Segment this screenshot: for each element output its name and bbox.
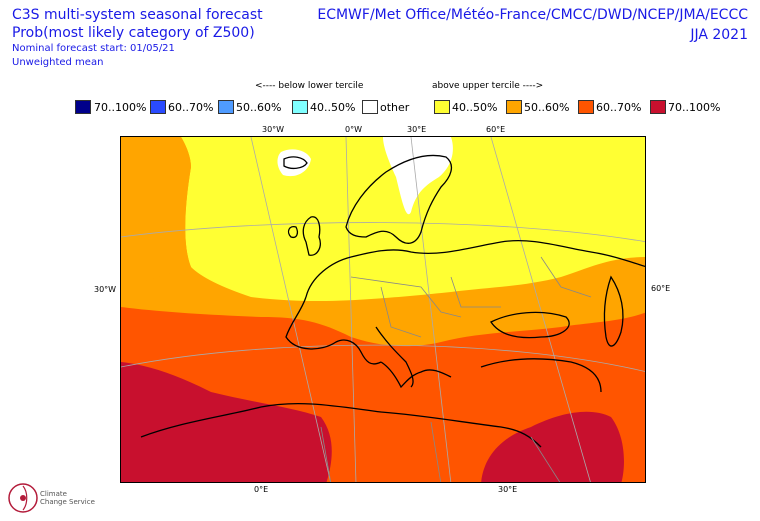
logo-text-line2: Change Service <box>40 498 95 506</box>
legend-label: 40..50% <box>452 101 498 114</box>
season-label: JJA 2021 <box>690 27 748 43</box>
legend-label: 60..70% <box>168 101 214 114</box>
axis-label-bottom: 30°E <box>498 485 518 494</box>
legend-label: 70..100% <box>94 101 147 114</box>
legend-swatch <box>362 100 378 114</box>
copernicus-climate-change-service-logo <box>8 483 38 513</box>
legend-below-header: <---- below lower tercile <box>255 81 364 91</box>
country-borders <box>320 256 592 482</box>
logo-text-line1: Climate <box>40 490 67 498</box>
legend-swatch <box>506 100 522 114</box>
copernicus-logo <box>6 480 40 520</box>
legend-label: 50..60% <box>236 101 282 114</box>
region-70-100-southwest <box>121 362 332 482</box>
legend-above-header: above upper tercile ----> <box>432 81 544 91</box>
map-subtitle: Prob(most likely category of Z500) <box>12 25 255 41</box>
logo-text: Climate Change Service <box>40 490 95 506</box>
coastlines <box>140 154 645 448</box>
legend-swatch <box>218 100 234 114</box>
centres-block: ECMWF/Met Office/Météo-France/CMCC/DWD/N… <box>317 6 748 44</box>
map-title: C3S multi-system seasonal forecast <box>12 7 263 23</box>
centres-list: ECMWF/Met Office/Météo-France/CMCC/DWD/N… <box>317 7 748 23</box>
axis-label-left: 30°W <box>94 285 117 294</box>
legend-swatch <box>292 100 308 114</box>
region-50-60-west <box>121 137 191 287</box>
legend-swatch <box>150 100 166 114</box>
axis-label-top: 30°W <box>262 125 285 134</box>
forecast-start: Nominal forecast start: 01/05/21 <box>12 43 175 54</box>
legend-label: 70..100% <box>668 101 721 114</box>
region-40-50-north <box>121 137 645 301</box>
legend-label: other <box>380 101 410 114</box>
map-svg <box>121 137 645 482</box>
legend-swatch <box>75 100 91 114</box>
region-other-iceland <box>277 149 311 177</box>
legend-label: 60..70% <box>596 101 642 114</box>
axis-label-bottom: 0°E <box>254 485 269 494</box>
region-other-scandinavia <box>383 137 453 215</box>
axis-label-top: 30°E <box>407 125 427 134</box>
mean-type: Unweighted mean <box>12 57 104 68</box>
legend-label: 50..60% <box>524 101 570 114</box>
axis-label-right: 60°E <box>651 284 671 293</box>
title-block: C3S multi-system seasonal forecast Prob(… <box>12 6 263 70</box>
legend-label: 40..50% <box>310 101 356 114</box>
legend-swatch <box>650 100 666 114</box>
forecast-map <box>120 136 646 483</box>
legend-swatch <box>578 100 594 114</box>
graticule <box>121 137 645 482</box>
region-70-100-southeast <box>481 411 624 482</box>
axis-label-top: 0°W <box>345 125 362 134</box>
legend-swatch <box>434 100 450 114</box>
axis-label-top: 60°E <box>486 125 506 134</box>
